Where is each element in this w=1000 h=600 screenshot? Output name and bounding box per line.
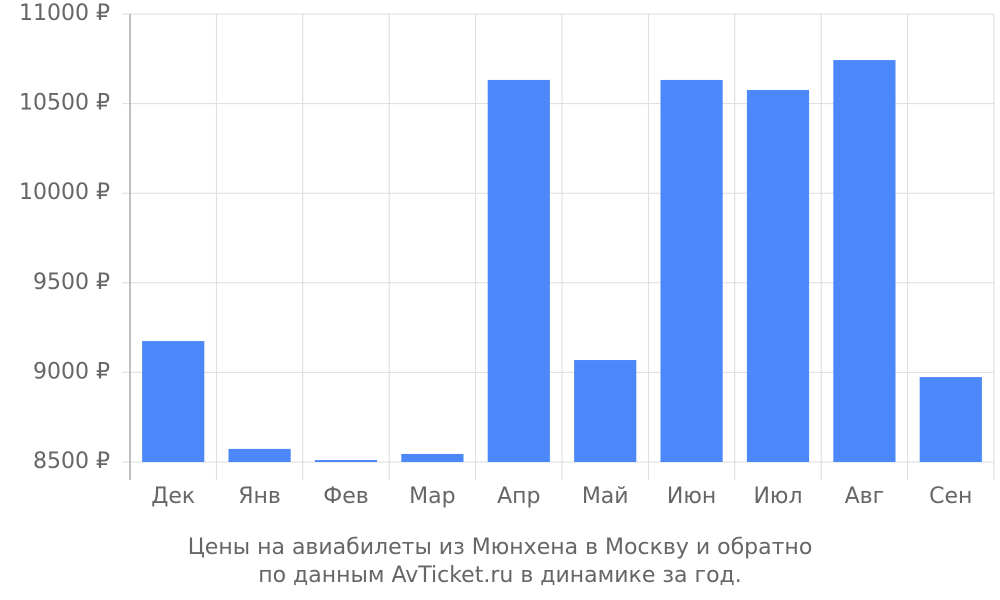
y-tick-label: 8500 ₽	[33, 449, 110, 474]
x-tick-label: Май	[582, 484, 629, 509]
bar	[660, 79, 723, 462]
bar	[746, 89, 810, 462]
caption-line: по данным AvTicket.ru в динамике за год.	[258, 563, 742, 588]
x-tick-label: Июн	[667, 484, 716, 509]
x-tick-label: Сен	[929, 484, 972, 509]
y-tick-label: 11000 ₽	[19, 1, 110, 26]
x-tick-label: Фев	[323, 484, 368, 509]
bar	[314, 460, 378, 462]
x-tick-label: Июл	[753, 484, 802, 509]
bar	[487, 79, 550, 462]
x-tick-label: Апр	[497, 484, 540, 509]
bar	[574, 360, 637, 462]
x-tick-label: Мар	[409, 484, 455, 509]
y-tick-label: 10000 ₽	[19, 180, 110, 205]
y-tick-label: 9000 ₽	[33, 359, 110, 384]
bar	[919, 377, 982, 462]
x-tick-label: Дек	[151, 484, 195, 509]
y-tick-label: 10500 ₽	[19, 91, 110, 116]
bar	[401, 453, 464, 462]
bar	[228, 448, 291, 462]
x-tick-label: Авг	[845, 484, 885, 509]
y-tick-label: 9500 ₽	[33, 270, 110, 295]
x-tick-label: Янв	[238, 484, 281, 509]
caption-line: Цены на авиабилеты из Мюнхена в Москву и…	[188, 535, 813, 560]
bar	[833, 60, 896, 462]
bar	[142, 341, 205, 462]
